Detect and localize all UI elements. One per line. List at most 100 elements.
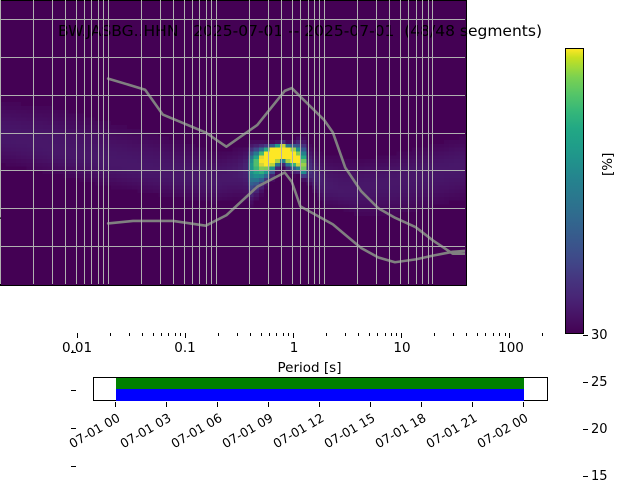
ppsd-histogram-cell [264, 181, 270, 186]
ppsd-histogram-cell [95, 121, 101, 125]
grid-line-vertical [292, 0, 293, 284]
ppsd-histogram-cell [380, 181, 386, 186]
ppsd-histogram-cell [401, 151, 407, 156]
ppsd-histogram-cell [158, 170, 164, 175]
ppsd-histogram-cell [253, 177, 259, 182]
ppsd-histogram-cell [227, 155, 233, 160]
grid-line-vertical [324, 0, 325, 284]
ppsd-histogram-cell [216, 166, 222, 171]
ppsd-histogram-cell [31, 117, 37, 122]
ppsd-histogram-cell [68, 136, 74, 141]
ppsd-histogram-cell [52, 124, 59, 129]
ppsd-histogram-cell [142, 140, 148, 144]
ppsd-histogram-cell [15, 121, 22, 125]
ppsd-histogram-cell [137, 136, 143, 141]
ppsd-histogram-cell [369, 174, 376, 178]
ppsd-histogram-cell [428, 162, 434, 167]
ppsd-histogram-cell [142, 147, 148, 152]
ppsd-histogram-cell [184, 166, 191, 171]
ppsd-histogram-cell [369, 185, 376, 190]
ppsd-histogram-cell [163, 185, 170, 190]
x-tick-major [401, 333, 403, 338]
ppsd-histogram-cell [31, 124, 37, 129]
ppsd-histogram-cell [227, 174, 233, 178]
ppsd-histogram-cell [443, 170, 450, 175]
ppsd-histogram-cell [147, 185, 154, 190]
coverage-tick-label: 07-01 09 [219, 410, 276, 452]
ppsd-histogram-cell [132, 162, 138, 167]
ppsd-histogram-cell [58, 121, 64, 125]
ppsd-histogram-cell [428, 181, 434, 186]
ppsd-histogram-cell [42, 140, 48, 144]
ppsd-histogram-cell [332, 185, 339, 190]
ppsd-histogram-cell [306, 174, 312, 178]
ppsd-histogram-cell [63, 147, 69, 152]
ppsd-histogram-cell [237, 174, 244, 178]
ppsd-histogram-cell [396, 204, 402, 209]
ppsd-histogram-cell [211, 162, 217, 167]
ppsd-histogram-cell [332, 196, 339, 201]
ppsd-histogram-cell [290, 155, 296, 160]
colorbar-title: [%] [600, 152, 616, 176]
ppsd-histogram-cell [42, 128, 48, 133]
ppsd-histogram-cell [5, 113, 11, 118]
coverage-tick [217, 402, 218, 407]
ppsd-histogram-cell [459, 140, 465, 144]
ppsd-histogram-cell [269, 170, 275, 175]
ppsd-histogram-cell [52, 162, 59, 167]
colorbar-tick-label: 20 [591, 422, 608, 437]
ppsd-heatmap-canvas [0, 77, 465, 264]
time-coverage-bar [93, 377, 548, 401]
ppsd-histogram-cell [348, 204, 355, 209]
ppsd-histogram-cell [36, 151, 43, 156]
ppsd-histogram-cell [227, 189, 233, 194]
ppsd-histogram-cell [243, 166, 249, 171]
ppsd-histogram-cell [84, 177, 90, 182]
ppsd-histogram-cell [237, 196, 244, 201]
ppsd-histogram-cell [396, 151, 402, 156]
grid-line-vertical [300, 0, 301, 284]
ppsd-histogram-cell [227, 166, 233, 171]
ppsd-histogram-cell [253, 189, 259, 194]
coverage-tick [268, 402, 269, 407]
ppsd-histogram-cell [412, 185, 418, 190]
ppsd-histogram-cell [433, 162, 439, 167]
ppsd-histogram-cell [31, 106, 37, 110]
ppsd-histogram-cell [84, 132, 90, 137]
ppsd-histogram-cell [412, 166, 418, 171]
ppsd-histogram-cell [274, 147, 281, 152]
ppsd-histogram-cell [10, 143, 16, 148]
ppsd-histogram-cell [412, 174, 418, 178]
ppsd-histogram-cell [306, 181, 312, 186]
ppsd-histogram-cell [42, 136, 48, 141]
grid-line-vertical [206, 0, 207, 284]
ppsd-histogram-cell [248, 155, 254, 160]
ppsd-histogram-cell [417, 151, 423, 156]
ppsd-histogram-cell [227, 177, 233, 182]
ppsd-histogram-cell [274, 143, 281, 148]
ppsd-histogram-cell [359, 185, 365, 190]
ppsd-histogram-cell [348, 189, 355, 194]
ppsd-histogram-cell [110, 177, 117, 182]
ppsd-histogram-cell [47, 106, 53, 110]
grid-line-vertical [376, 0, 377, 284]
ppsd-histogram-cell [391, 193, 397, 197]
ppsd-histogram-cell [116, 174, 122, 178]
ppsd-histogram-cell [132, 136, 138, 141]
ppsd-histogram-cell [216, 181, 222, 186]
ppsd-histogram-cell [391, 159, 397, 163]
ppsd-histogram-cell [306, 143, 312, 148]
ppsd-histogram-cell [158, 189, 164, 194]
ppsd-histogram-cell [380, 193, 386, 197]
grid-line-horizontal [0, 246, 465, 247]
ppsd-histogram-cell [433, 185, 439, 190]
x-tick-minor [390, 333, 392, 336]
grid-line-vertical [173, 0, 174, 284]
ppsd-histogram-cell [375, 200, 381, 205]
ppsd-histogram-cell [375, 177, 381, 182]
ppsd-histogram-cell [26, 106, 32, 110]
ppsd-histogram-cell [126, 159, 133, 163]
coverage-tick-label: 07-01 21 [423, 410, 480, 452]
ppsd-histogram-cell [253, 170, 259, 175]
ppsd-histogram-cell [137, 181, 143, 186]
